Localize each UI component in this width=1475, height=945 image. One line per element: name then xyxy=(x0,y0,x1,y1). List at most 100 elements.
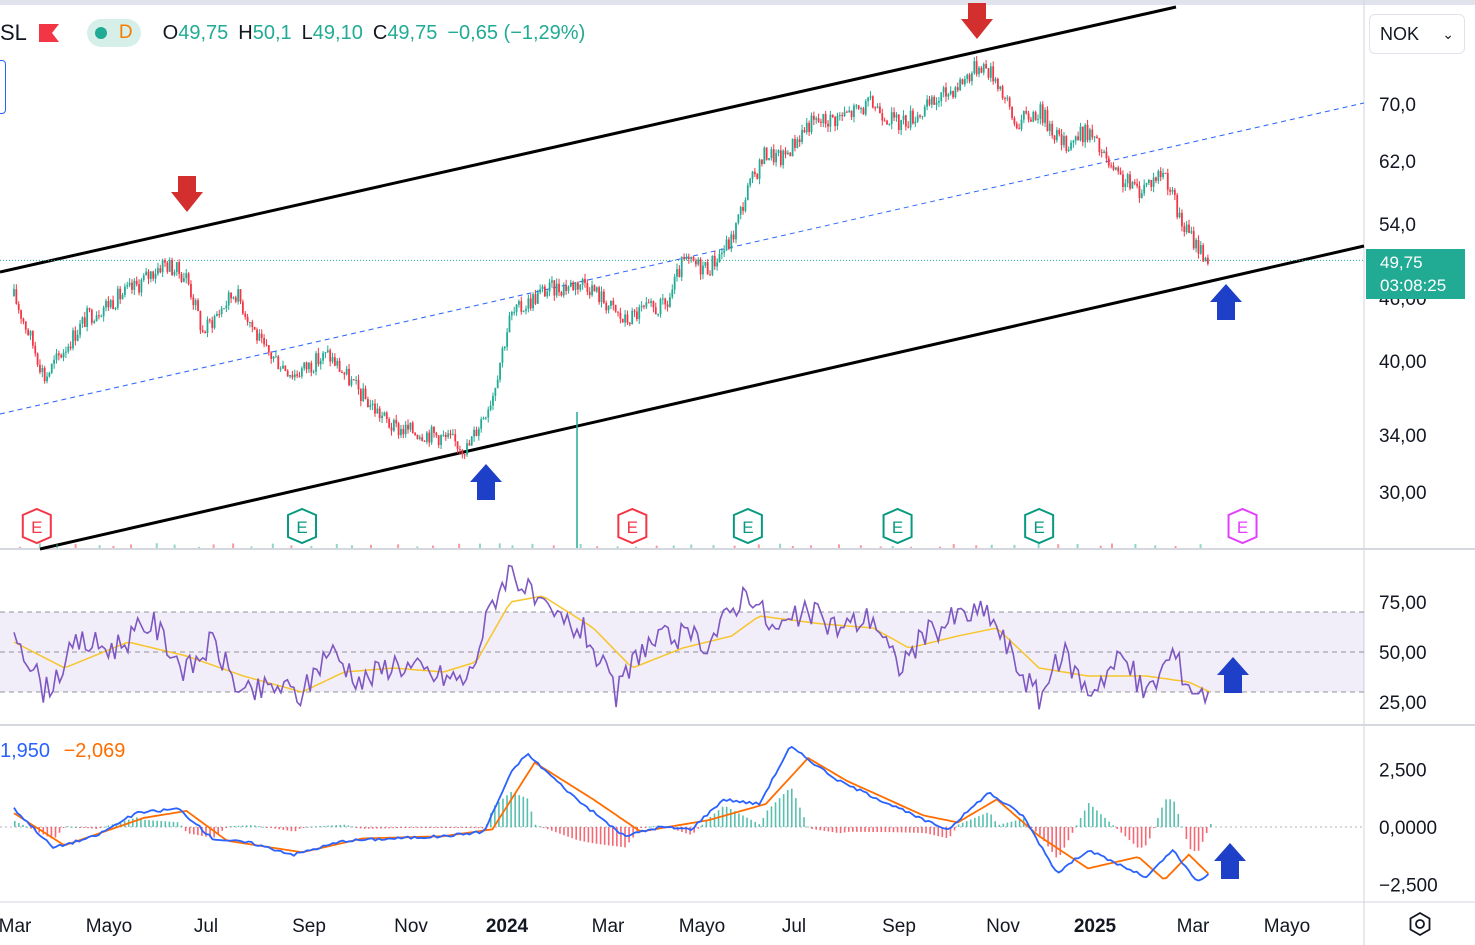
up-arrow-annotation[interactable] xyxy=(1217,657,1249,693)
candle-body xyxy=(963,79,966,85)
time-tick-label: Nov xyxy=(986,916,1020,937)
candle-body xyxy=(1171,189,1174,192)
channel-lower-line[interactable] xyxy=(39,244,1365,551)
candle-body xyxy=(593,285,596,292)
candle-body xyxy=(527,298,530,309)
settings-icon[interactable] xyxy=(1404,908,1436,940)
macd-hist-bar xyxy=(998,824,1001,827)
candle-body xyxy=(1018,128,1021,130)
candle-body xyxy=(1176,194,1179,218)
candle-body xyxy=(716,262,719,267)
macd-hist-bar xyxy=(746,817,748,827)
candle-body xyxy=(687,257,690,260)
macd-hist-bar xyxy=(644,827,647,828)
volume-bar xyxy=(552,545,555,548)
candle-body xyxy=(654,307,657,315)
symbol-name[interactable]: SL xyxy=(0,20,27,45)
candle-body xyxy=(392,419,395,431)
candle-body xyxy=(79,323,81,335)
candle-body xyxy=(565,285,568,291)
volume-bar xyxy=(733,545,736,548)
macd-hist-bar xyxy=(908,827,911,833)
candle-body xyxy=(883,120,886,122)
macd-hist-bar xyxy=(904,827,907,833)
candle-body xyxy=(98,315,100,317)
macd-hist-bar xyxy=(1153,827,1155,829)
macd-hist-bar xyxy=(1031,827,1033,828)
macd-hist-bar xyxy=(762,817,765,827)
up-arrow-annotation[interactable] xyxy=(1214,843,1246,879)
candle-body xyxy=(211,320,214,328)
candle-body xyxy=(260,333,263,339)
candles-group xyxy=(13,56,1209,460)
earnings-marker[interactable]: E xyxy=(617,507,648,545)
time-tick-label: Jul xyxy=(782,916,806,937)
earnings-marker[interactable]: E xyxy=(732,507,763,545)
macd-hist-bar xyxy=(827,827,830,832)
macd-hist-bar xyxy=(839,827,842,834)
candle-body xyxy=(952,90,954,98)
currency-value: NOK xyxy=(1380,23,1420,44)
candle-body xyxy=(581,278,584,285)
candle-body xyxy=(923,106,926,116)
candle-body xyxy=(237,289,240,302)
channel-upper-line[interactable] xyxy=(0,5,1177,274)
candle-body xyxy=(572,282,575,290)
candle-body xyxy=(1105,151,1108,159)
candle-body xyxy=(239,289,242,302)
candle-body xyxy=(586,282,589,292)
candle-body xyxy=(560,292,563,296)
candle-body xyxy=(532,294,534,309)
volume-bar xyxy=(810,545,813,548)
candle-body xyxy=(400,429,402,436)
legend-toggle[interactable] xyxy=(0,60,6,114)
candle-body xyxy=(223,308,225,310)
earnings-marker[interactable]: E xyxy=(287,507,318,545)
macd-hist-bar xyxy=(433,827,435,828)
macd-hist-bar xyxy=(380,827,382,829)
candle-body xyxy=(428,432,431,443)
candle-body xyxy=(1011,106,1013,118)
market-status-pill[interactable]: D xyxy=(86,19,141,47)
earnings-marker[interactable]: E xyxy=(1227,507,1258,545)
down-arrow-annotation[interactable] xyxy=(171,176,203,212)
candle-body xyxy=(657,314,660,316)
earnings-marker[interactable]: E xyxy=(882,507,913,545)
macd-hist-bar xyxy=(392,827,394,829)
earnings-marker[interactable]: E xyxy=(21,507,52,545)
macd-hist-bar xyxy=(1169,799,1171,827)
earnings-marker[interactable]: E xyxy=(1024,507,1055,545)
up-arrow-annotation[interactable] xyxy=(1210,284,1242,320)
channel-mid-line[interactable] xyxy=(0,102,1365,415)
candle-body xyxy=(966,74,969,80)
candle-body xyxy=(459,449,461,451)
candle-body xyxy=(770,149,773,159)
candle-body xyxy=(308,362,310,370)
last-price: 49,75 xyxy=(1380,253,1423,272)
candle-body xyxy=(1159,171,1162,178)
candle-body xyxy=(154,273,157,279)
time-tick-label: Mayo xyxy=(1264,916,1310,937)
flag-icon[interactable] xyxy=(38,24,59,42)
candle-body xyxy=(95,315,98,322)
macd-hist-bar xyxy=(205,827,207,837)
macd-hist-bar xyxy=(888,827,891,833)
currency-select[interactable]: NOK ⌄ xyxy=(1369,14,1465,54)
macd-hist-bar xyxy=(876,827,879,833)
candle-body xyxy=(765,147,768,160)
candle-body xyxy=(114,307,117,310)
candle-body xyxy=(718,254,721,263)
candle-body xyxy=(426,432,428,442)
up-arrow-annotation[interactable] xyxy=(470,464,502,500)
candle-body xyxy=(742,206,744,211)
candle-body xyxy=(1143,184,1146,194)
macd-hist-bar xyxy=(1063,827,1066,848)
candle-body xyxy=(371,403,374,406)
macd-hist-bar xyxy=(575,827,577,840)
candle-body xyxy=(90,309,93,323)
candle-body xyxy=(888,124,891,126)
candle-body xyxy=(626,314,629,323)
candle-body xyxy=(499,362,501,380)
down-arrow-annotation[interactable] xyxy=(961,3,993,39)
